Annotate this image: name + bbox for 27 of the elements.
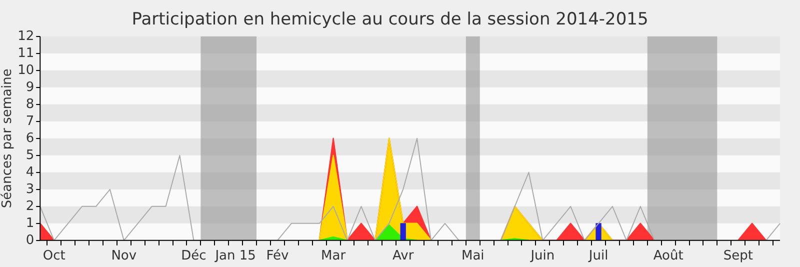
- y-tick-label: 5: [26, 148, 34, 163]
- y-tick-label: 3: [26, 182, 34, 197]
- y-tick-label: 2: [26, 198, 34, 214]
- x-tick-label: Déc: [181, 248, 206, 264]
- x-tick-label: Juin: [530, 248, 555, 264]
- x-tick-label: Avr: [392, 248, 414, 264]
- y-tick-label: 11: [18, 46, 34, 61]
- chart-title: Participation en hemicycle au cours de la session 2014-2015: [132, 10, 648, 30]
- y-axis-title: Séances par semaine: [0, 68, 16, 208]
- x-tick-label: Août: [653, 248, 684, 264]
- y-tick-label: 4: [26, 164, 34, 180]
- x-tick-label: Sept: [723, 248, 753, 264]
- y-tick-label: 12: [18, 28, 34, 44]
- y-tick-label: 8: [26, 96, 34, 112]
- y-tick-label: 9: [26, 80, 34, 95]
- x-tick-label: Mai: [461, 248, 484, 264]
- y-tick-label: 6: [26, 130, 34, 146]
- x-tick-label: Mar: [321, 248, 346, 264]
- y-tick-label: 10: [18, 62, 34, 78]
- x-tick-label: Nov: [111, 248, 137, 264]
- x-tick-label: Fév: [266, 248, 289, 264]
- y-tick-label: 0: [26, 232, 34, 248]
- x-tick-label: Jan 15: [214, 248, 256, 264]
- x-tick-label: Oct: [42, 248, 66, 264]
- y-tick-label: 7: [26, 114, 34, 129]
- x-tick-label: Juil: [588, 248, 608, 264]
- y-tick-label: 1: [26, 216, 34, 231]
